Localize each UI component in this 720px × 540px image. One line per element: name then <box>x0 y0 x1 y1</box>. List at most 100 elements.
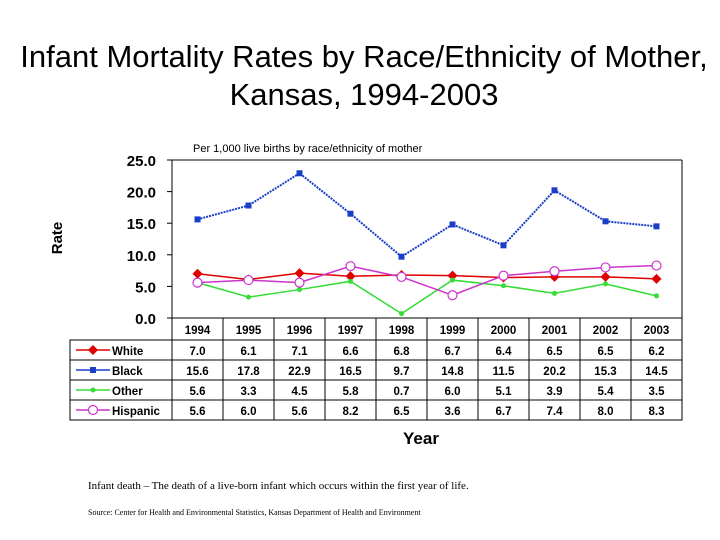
table-cell-black: 9.7 <box>394 366 410 378</box>
data-point-white <box>345 271 356 282</box>
legend-marker-other <box>90 387 96 393</box>
data-point-black <box>500 242 507 249</box>
data-point-other <box>552 290 557 296</box>
table-cell-other: 5.1 <box>496 386 513 398</box>
table-cell-other: 5.6 <box>190 386 206 398</box>
data-point-white <box>294 268 305 279</box>
table-cell-white: 7.1 <box>292 346 309 358</box>
table-cell-white: 6.5 <box>547 346 564 358</box>
data-point-other <box>348 278 353 284</box>
x-tick-label: 1994 <box>185 325 211 337</box>
table-cell-black: 16.5 <box>339 366 362 378</box>
table-cell-white: 6.2 <box>649 346 665 358</box>
x-tick-label: 2000 <box>491 325 517 337</box>
series-line-other <box>197 279 657 315</box>
table-cell-white: 6.5 <box>598 346 615 358</box>
table-cell-other: 3.9 <box>547 386 563 398</box>
x-tick-label: 2001 <box>542 325 568 337</box>
y-tick-label: 5.0 <box>135 279 156 296</box>
table-cell-white: 6.4 <box>496 346 513 358</box>
table-cell-hispanic: 3.6 <box>445 406 461 418</box>
x-tick-label: 1995 <box>236 325 262 337</box>
data-point-other <box>297 287 302 293</box>
y-axis-label: Rate <box>49 222 66 255</box>
data-point-black <box>602 218 609 225</box>
x-tick-label: 2002 <box>593 325 619 337</box>
footnote: Infant death – The death of a live-born … <box>88 480 469 492</box>
data-point-hispanic <box>498 270 509 281</box>
table-cell-hispanic: 8.3 <box>649 406 665 418</box>
table-cell-black: 14.8 <box>441 366 464 378</box>
table-cell-other: 5.4 <box>598 386 615 398</box>
data-point-black <box>245 202 252 209</box>
data-point-other <box>246 294 251 300</box>
series-line-hispanic <box>197 264 657 297</box>
legend-marker-hispanic <box>87 404 99 416</box>
data-point-black <box>653 223 660 230</box>
table-cell-other: 3.3 <box>241 386 257 398</box>
table-cell-hispanic: 5.6 <box>292 406 308 418</box>
data-point-black <box>398 253 405 260</box>
data-point-other <box>450 277 455 283</box>
table-cell-hispanic: 8.0 <box>598 406 614 418</box>
data-point-white <box>600 271 611 282</box>
source-note: Source: Center for Health and Environmen… <box>88 508 421 517</box>
x-tick-label: 1997 <box>338 325 364 337</box>
table-cell-hispanic: 8.2 <box>343 406 359 418</box>
x-tick-label: 2003 <box>644 325 670 337</box>
data-point-hispanic <box>243 274 254 286</box>
x-tick-label: 1999 <box>440 325 466 337</box>
table-cell-black: 14.5 <box>645 366 668 378</box>
table-cell-other: 6.0 <box>445 386 461 398</box>
data-point-hispanic <box>651 260 662 271</box>
data-point-white <box>192 268 203 279</box>
table-cell-black: 15.3 <box>594 366 616 378</box>
table-cell-black: 22.9 <box>288 366 310 378</box>
table-cell-white: 6.6 <box>343 346 359 358</box>
table-cell-white: 6.1 <box>241 346 258 358</box>
y-tick-label: 10.0 <box>127 248 156 265</box>
chart-subtitle: Per 1,000 live births by race/ethnicity … <box>193 143 423 155</box>
table-cell-white: 6.8 <box>394 346 411 358</box>
legend-label-white: White <box>112 346 143 358</box>
table-cell-hispanic: 6.0 <box>241 406 257 418</box>
data-point-white <box>651 273 662 284</box>
data-point-other <box>654 293 659 299</box>
data-point-other <box>603 281 608 287</box>
y-tick-label: 25.0 <box>127 153 156 170</box>
table-cell-black: 15.6 <box>186 366 208 378</box>
data-point-hispanic <box>345 261 356 272</box>
x-tick-label: 1998 <box>389 325 415 337</box>
y-tick-label: 20.0 <box>127 185 156 202</box>
x-tick-label: 1996 <box>287 325 313 337</box>
y-tick-label: 15.0 <box>127 216 156 233</box>
data-point-hispanic <box>600 262 611 273</box>
legend-marker-white <box>88 345 98 355</box>
data-point-hispanic <box>549 266 560 277</box>
data-point-black <box>449 221 456 228</box>
table-cell-white: 7.0 <box>190 346 206 358</box>
legend-marker-black <box>90 367 96 373</box>
legend-label-other: Other <box>112 386 143 398</box>
data-point-black <box>347 210 354 217</box>
legend-label-hispanic: Hispanic <box>112 406 161 418</box>
table-cell-other: 5.8 <box>343 386 360 398</box>
data-point-other <box>399 311 404 317</box>
data-point-black <box>551 187 558 194</box>
y-tick-label: 0.0 <box>135 311 156 328</box>
table-cell-white: 6.7 <box>445 346 461 358</box>
legend-label-black: Black <box>112 366 143 378</box>
data-point-hispanic <box>396 271 407 283</box>
table-cell-black: 17.8 <box>237 366 260 378</box>
table-cell-other: 4.5 <box>292 386 309 398</box>
table-cell-other: 3.5 <box>649 386 666 398</box>
chart-title: Infant Mortality Rates by Race/Ethnicity… <box>20 39 708 112</box>
data-point-white <box>447 270 458 281</box>
data-point-black <box>296 170 303 177</box>
series-line-white <box>197 272 657 281</box>
x-axis-label: Year <box>403 429 439 448</box>
table-cell-hispanic: 6.7 <box>496 406 512 418</box>
table-cell-other: 0.7 <box>394 386 410 398</box>
data-point-other <box>501 283 506 289</box>
